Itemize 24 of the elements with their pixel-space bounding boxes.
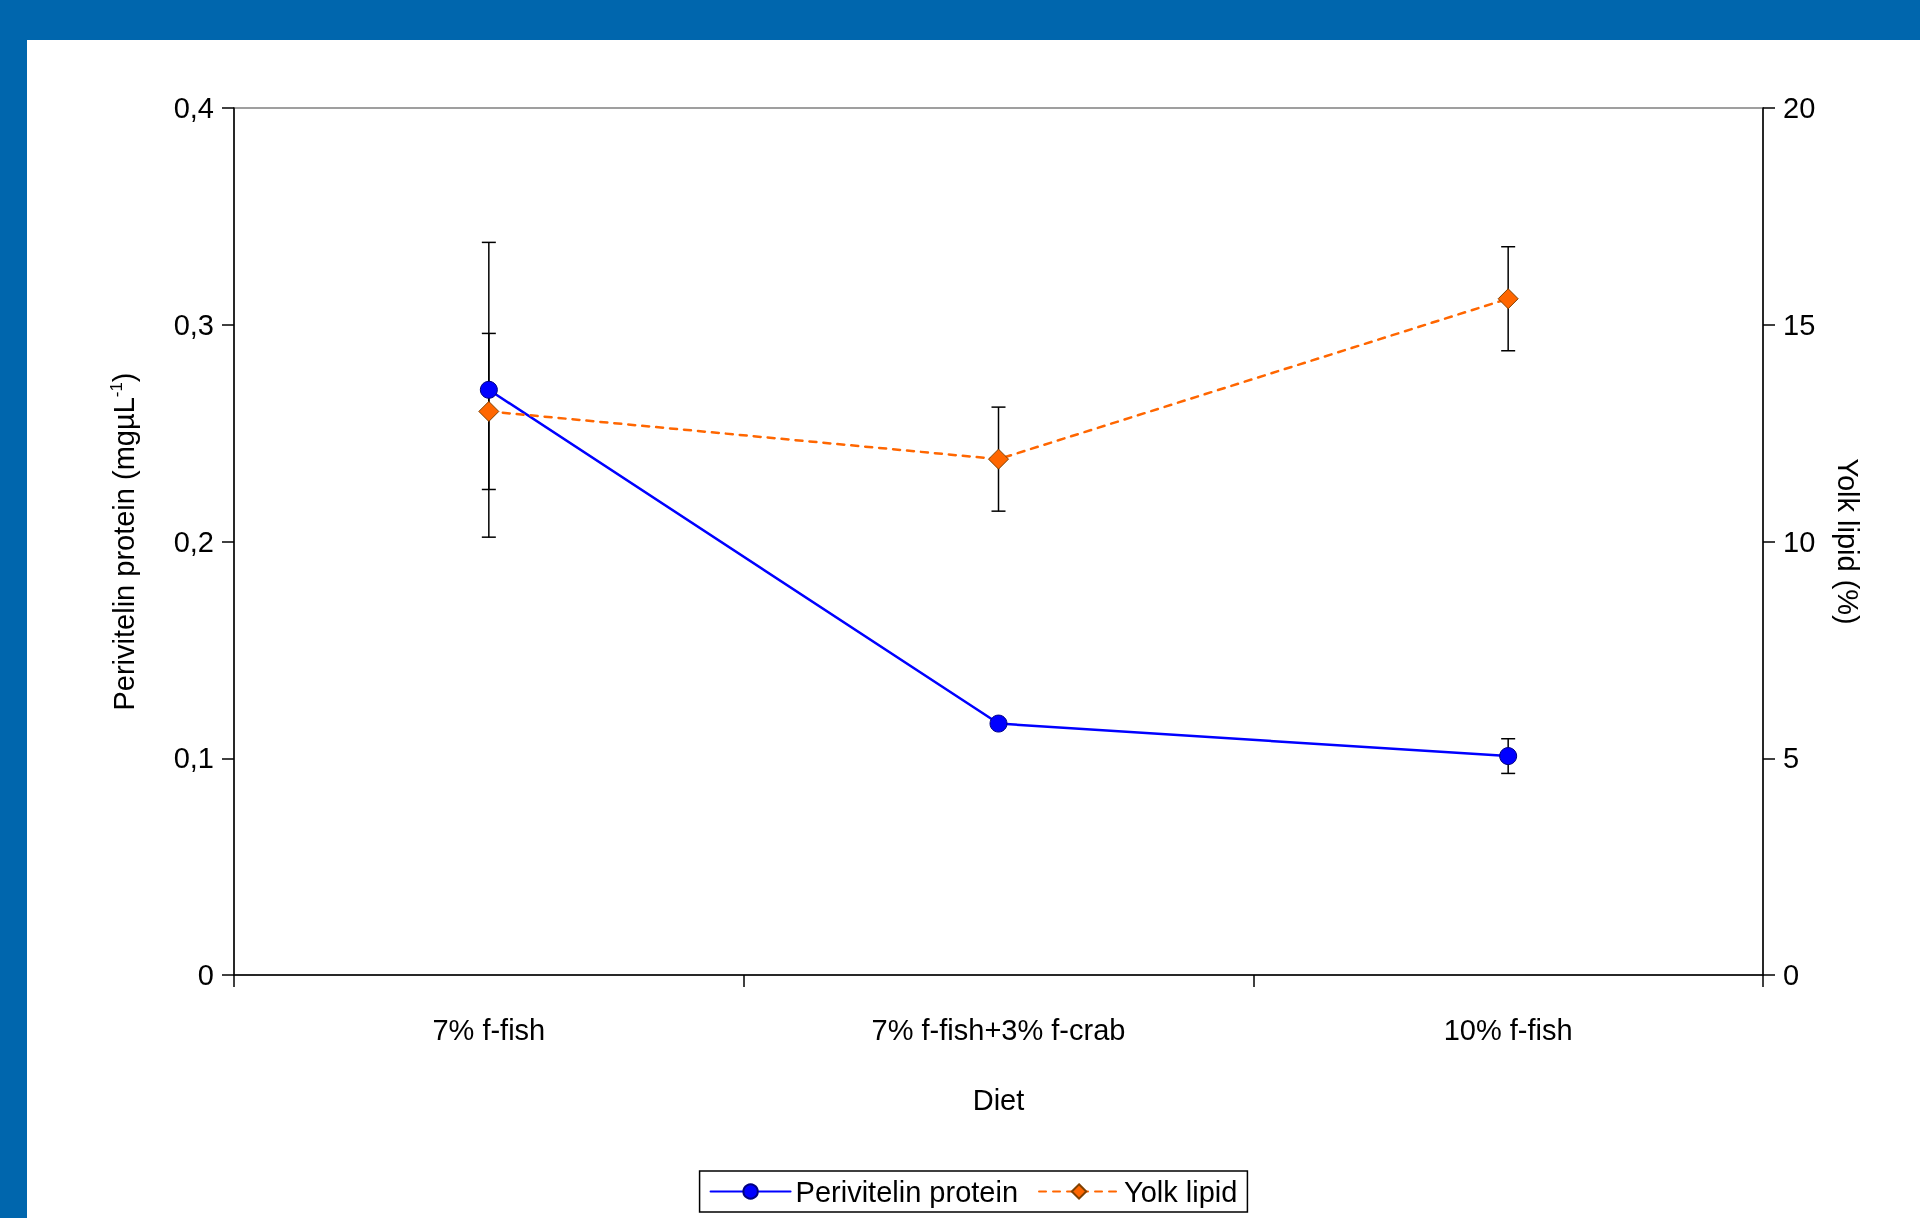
legend-label: Perivitelin protein [795, 1175, 1019, 1208]
x-tick-label: 10% f-fish [1443, 1013, 1573, 1046]
y2-tick-label: 10 [1783, 525, 1816, 558]
y2-tick-label: 15 [1783, 308, 1816, 341]
point [989, 714, 1008, 733]
y2-tick-label: 5 [1783, 742, 1800, 775]
legend-label: Yolk lipid [1124, 1175, 1238, 1208]
y-tick-label: 0,1 [173, 742, 214, 775]
point [479, 380, 498, 399]
y-tick-label: 0,4 [173, 92, 214, 124]
x-tick-label: 7% f-fish+3% f-crab [871, 1013, 1126, 1046]
y-tick-label: 0 [197, 959, 214, 991]
y2-axis-title: Yolk lipid (%) [1831, 458, 1864, 625]
x-tick-label: 7% f-fish [432, 1013, 546, 1046]
point [1499, 747, 1518, 766]
point [1497, 288, 1519, 310]
x-axis-title: Diet [972, 1083, 1025, 1116]
point [988, 448, 1009, 470]
point [478, 400, 500, 422]
y-tick-label: 0,2 [173, 525, 214, 558]
y-axis-title: Perivitelin protein (mgµL-1) [107, 372, 140, 711]
y2-tick-label: 20 [1783, 92, 1816, 124]
y2-tick-label: 0 [1783, 959, 1800, 991]
y-tick-label: 0,3 [173, 308, 214, 341]
